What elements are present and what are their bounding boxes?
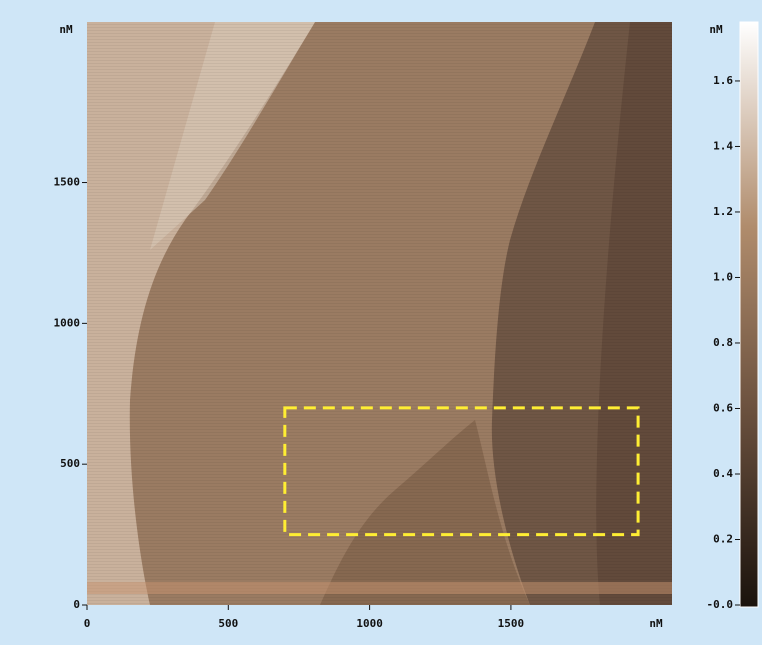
y-tick-label: 1500 [54,176,81,189]
colorbar [739,21,759,608]
y-tick-label: 500 [60,457,80,470]
colorbar-tick-label: 1.4 [713,139,733,152]
afm-image [87,22,672,605]
colorbar-tick-label: 1.6 [713,74,733,87]
x-tick-label: 0 [84,617,91,630]
x-tick-label: 500 [218,617,238,630]
y-tick-label: 0 [73,598,80,611]
x-tick-label: 1500 [498,617,525,630]
x-tick-label: 1000 [356,617,383,630]
y-tick-label: 1000 [54,316,81,329]
y-unit: nM [59,23,73,36]
colorbar-tick-label: 0.2 [713,532,733,545]
colorbar-tick-label: 1.0 [713,270,733,283]
colorbar-unit: nM [709,23,723,36]
colorbar-tick-label: 0.4 [713,467,733,480]
region-box [283,406,640,537]
x-unit: nM [649,617,663,630]
colorbar-tick-label: 0.8 [713,336,733,349]
colorbar-tick-label: 1.2 [713,205,733,218]
colorbar-tick-label: -0.0 [707,598,734,611]
colorbar-tick-label: 0.6 [713,401,733,414]
